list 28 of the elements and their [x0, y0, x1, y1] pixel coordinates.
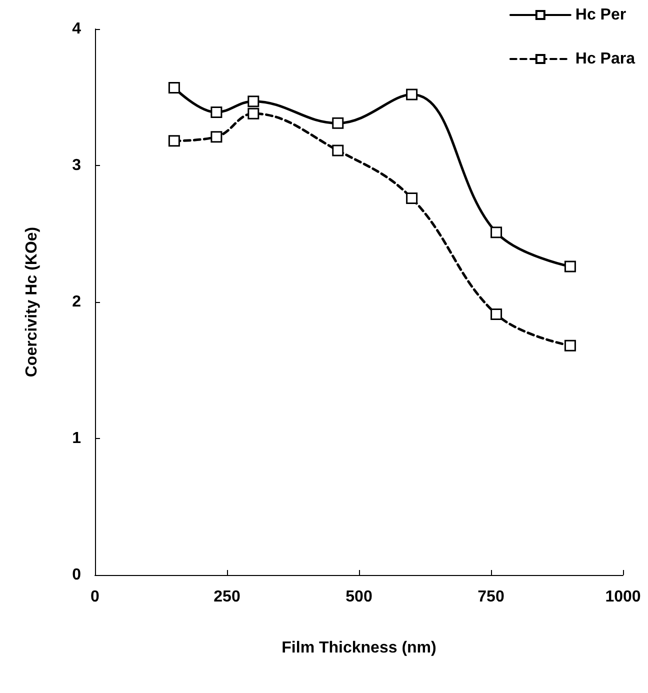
point: [332, 117, 344, 129]
y-axis-title: Coercivity Hc (KOe): [24, 226, 40, 378]
x-tick-label: 250: [214, 588, 240, 606]
point: [210, 131, 222, 143]
point: [168, 135, 180, 147]
point: [332, 144, 344, 156]
point: [248, 108, 260, 120]
point: [406, 88, 418, 100]
y-tick-label: 0: [72, 566, 82, 584]
point: [168, 82, 180, 94]
legend-label: Hc Per: [575, 6, 626, 24]
y-tick-label: 3: [72, 157, 82, 174]
point: [564, 340, 576, 352]
y-tick-label: 1: [72, 430, 82, 447]
x-tick-label: 750: [478, 588, 504, 606]
x-tick-label: 0: [90, 588, 100, 606]
legend-label: Hc Para: [575, 50, 636, 68]
x-tick-label: 1000: [605, 588, 641, 606]
point: [210, 106, 222, 118]
point: [490, 226, 502, 238]
point: [490, 308, 502, 320]
y-tick-label: 4: [72, 20, 82, 38]
x-axis-title: Film Thickness (nm): [282, 640, 436, 656]
point: [406, 192, 418, 204]
y-tick-label: 2: [72, 294, 82, 310]
x-tick-label: 500: [346, 588, 372, 606]
point: [248, 96, 260, 108]
point: [564, 260, 576, 272]
